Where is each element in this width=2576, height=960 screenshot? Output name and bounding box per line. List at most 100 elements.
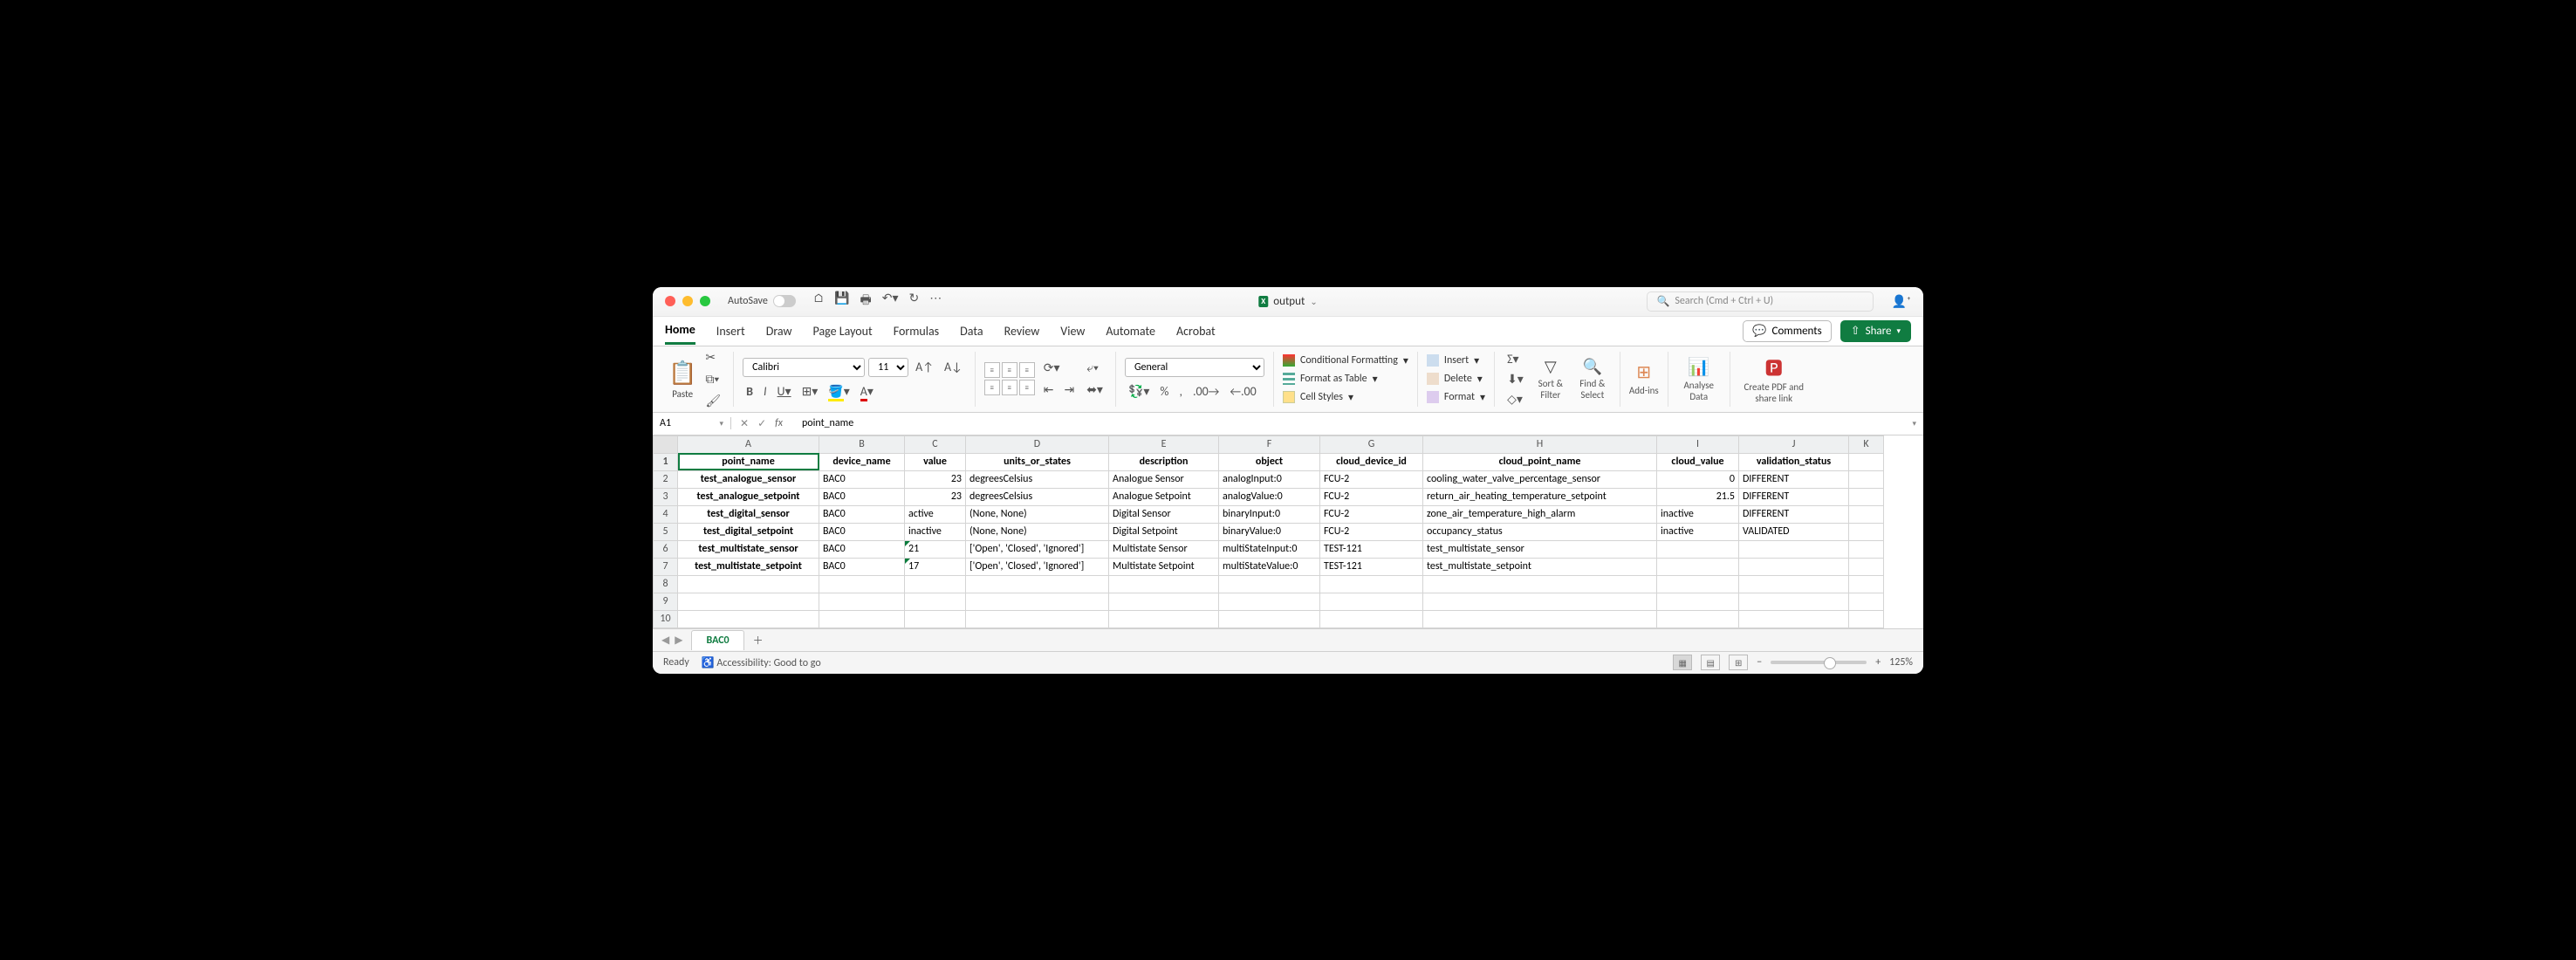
column-header-J[interactable]: J: [1739, 435, 1849, 453]
cell[interactable]: 23: [905, 488, 966, 505]
row-header[interactable]: 9: [654, 593, 678, 610]
cell[interactable]: [678, 610, 819, 627]
share-button[interactable]: ⇧ Share ▾: [1840, 320, 1911, 342]
currency-icon[interactable]: 💱▾: [1125, 382, 1153, 401]
cell[interactable]: degreesCelsius: [966, 488, 1109, 505]
cell[interactable]: FCU-2: [1320, 488, 1423, 505]
sort-filter-button[interactable]: ▽ Sort & Filter: [1532, 357, 1569, 401]
analyse-data-button[interactable]: 📊 Analyse Data: [1677, 356, 1721, 402]
cell[interactable]: [1849, 523, 1884, 540]
row-header[interactable]: 6: [654, 540, 678, 558]
cell[interactable]: TEST-121: [1320, 558, 1423, 575]
next-sheet-icon[interactable]: ▶: [675, 634, 682, 647]
cell[interactable]: 17: [905, 558, 966, 575]
column-header-A[interactable]: A: [678, 435, 819, 453]
cell[interactable]: test_multistate_sensor: [678, 540, 819, 558]
font-color-button[interactable]: A▾: [857, 382, 877, 401]
create-pdf-button[interactable]: 🅿 Create PDF and share link: [1739, 354, 1809, 404]
cell[interactable]: Multistate Setpoint: [1109, 558, 1219, 575]
row-header[interactable]: 1: [654, 453, 678, 470]
column-header-E[interactable]: E: [1109, 435, 1219, 453]
column-header-B[interactable]: B: [819, 435, 905, 453]
cell[interactable]: [678, 575, 819, 593]
decrease-font-icon[interactable]: A↓: [941, 358, 966, 376]
row-header[interactable]: 3: [654, 488, 678, 505]
cell[interactable]: (None, None): [966, 505, 1109, 523]
cell[interactable]: [1849, 470, 1884, 488]
cell[interactable]: [1423, 575, 1657, 593]
cell[interactable]: BAC0: [819, 523, 905, 540]
cell[interactable]: cloud_point_name: [1423, 453, 1657, 470]
cell[interactable]: [1320, 593, 1423, 610]
cell[interactable]: test_analogue_sensor: [678, 470, 819, 488]
cell[interactable]: TEST-121: [1320, 540, 1423, 558]
spreadsheet-grid[interactable]: ABCDEFGHIJK1point_namedevice_namevalueun…: [653, 435, 1923, 628]
cell[interactable]: [1739, 610, 1849, 627]
row-header[interactable]: 10: [654, 610, 678, 627]
cell[interactable]: [1657, 575, 1739, 593]
more-icon[interactable]: ⋯: [929, 291, 942, 312]
fill-color-button[interactable]: 🪣▾: [825, 382, 853, 401]
search-box[interactable]: 🔍 Search (Cmd + Ctrl + U): [1647, 291, 1874, 312]
cell[interactable]: [819, 610, 905, 627]
number-format-select[interactable]: General: [1125, 358, 1264, 377]
ribbon-tab-review[interactable]: Review: [1004, 319, 1040, 344]
formula-input[interactable]: [797, 417, 1905, 429]
cell[interactable]: value: [905, 453, 966, 470]
maximize-window-button[interactable]: [700, 296, 710, 306]
column-header-C[interactable]: C: [905, 435, 966, 453]
cell[interactable]: FCU-2: [1320, 523, 1423, 540]
cell[interactable]: multiStateInput:0: [1219, 540, 1320, 558]
cell[interactable]: 21: [905, 540, 966, 558]
format-cells-button[interactable]: Format ▾: [1427, 391, 1485, 404]
increase-decimal-icon[interactable]: .00→: [1189, 382, 1223, 401]
cell[interactable]: Digital Sensor: [1109, 505, 1219, 523]
cell[interactable]: return_air_heating_temperature_setpoint: [1423, 488, 1657, 505]
cell[interactable]: test_multistate_setpoint: [678, 558, 819, 575]
cell[interactable]: [905, 575, 966, 593]
autosave-switch[interactable]: [773, 295, 796, 307]
cell[interactable]: test_digital_sensor: [678, 505, 819, 523]
cell[interactable]: inactive: [1657, 523, 1739, 540]
ribbon-tab-automate[interactable]: Automate: [1106, 319, 1155, 344]
row-header[interactable]: 2: [654, 470, 678, 488]
italic-button[interactable]: I: [760, 382, 771, 401]
cell[interactable]: [1320, 575, 1423, 593]
cell[interactable]: [1739, 540, 1849, 558]
cell[interactable]: test_analogue_setpoint: [678, 488, 819, 505]
format-as-table-button[interactable]: Format as Table ▾: [1283, 373, 1408, 386]
cell[interactable]: validation_status: [1739, 453, 1849, 470]
add-sheet-button[interactable]: ＋: [744, 633, 772, 648]
comma-icon[interactable]: ,: [1175, 382, 1186, 401]
cell[interactable]: 21.5: [1657, 488, 1739, 505]
coauthor-icon[interactable]: 👤⁺: [1891, 294, 1911, 309]
autosum-icon[interactable]: Σ▾: [1504, 350, 1527, 368]
cell[interactable]: test_multistate_setpoint: [1423, 558, 1657, 575]
cell[interactable]: BAC0: [819, 558, 905, 575]
page-break-view-button[interactable]: ⊞: [1729, 655, 1748, 670]
cell[interactable]: [1849, 505, 1884, 523]
cell[interactable]: Multistate Sensor: [1109, 540, 1219, 558]
cell[interactable]: [966, 593, 1109, 610]
autosave-toggle[interactable]: AutoSave: [728, 295, 796, 307]
minimize-window-button[interactable]: [682, 296, 693, 306]
cell[interactable]: [819, 575, 905, 593]
cell[interactable]: [905, 593, 966, 610]
cell[interactable]: ['Open', 'Closed', 'Ignored']: [966, 540, 1109, 558]
orientation-icon[interactable]: ⟳▾: [1040, 359, 1078, 377]
document-title[interactable]: X output ⌄: [1258, 295, 1317, 308]
cell[interactable]: 23: [905, 470, 966, 488]
format-painter-icon[interactable]: 🖌: [702, 392, 724, 410]
underline-button[interactable]: U▾: [774, 382, 795, 401]
cell[interactable]: analogInput:0: [1219, 470, 1320, 488]
prev-sheet-icon[interactable]: ◀: [661, 634, 669, 647]
increase-font-icon[interactable]: A↑: [912, 358, 937, 376]
name-box[interactable]: A1 ▾: [653, 417, 731, 429]
select-all-corner[interactable]: [654, 435, 678, 453]
cell[interactable]: Digital Setpoint: [1109, 523, 1219, 540]
cell[interactable]: [1219, 593, 1320, 610]
alignment-grid[interactable]: ≡≡≡≡≡≡: [984, 362, 1035, 395]
column-header-I[interactable]: I: [1657, 435, 1739, 453]
cell[interactable]: degreesCelsius: [966, 470, 1109, 488]
ribbon-tab-draw[interactable]: Draw: [766, 319, 792, 344]
